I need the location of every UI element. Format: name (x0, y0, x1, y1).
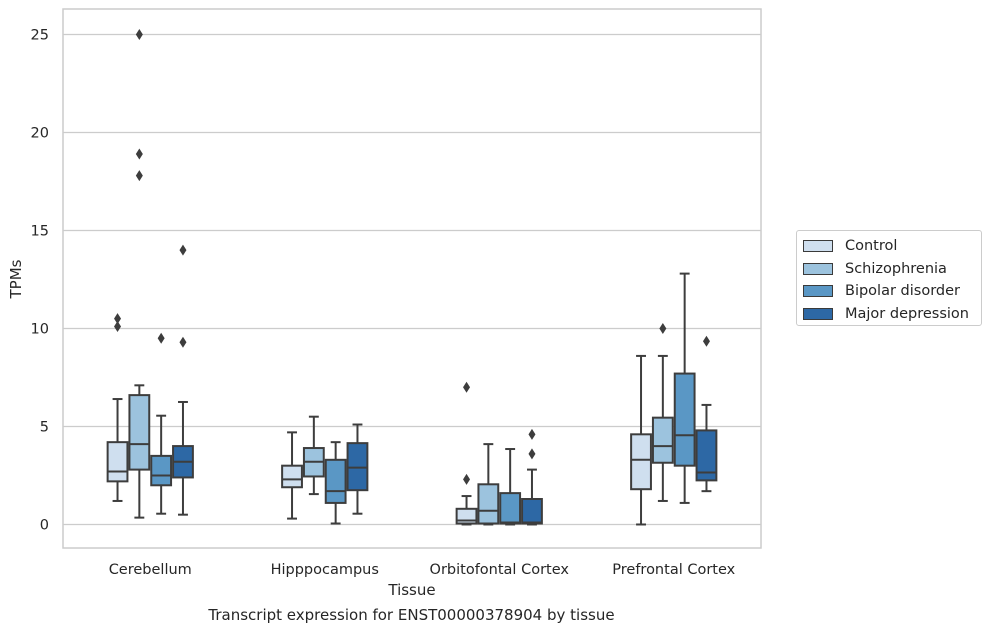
iqr-box (281, 464, 303, 489)
box-control (281, 431, 303, 520)
iqr-box (499, 492, 522, 525)
legend-label: Control (845, 238, 898, 255)
box-schizophrenia (302, 415, 325, 496)
legend: Control Schizophrenia Bipolar disorder M… (796, 230, 982, 326)
iqr-box (150, 454, 173, 487)
x-tick-labels: Cerebellum Hipppocampus Orbitofontal Corte… (109, 562, 736, 578)
outlier-point (463, 473, 471, 485)
iqr-box (521, 498, 543, 525)
y-tick-label: 10 (31, 321, 49, 337)
outlier-point (179, 336, 187, 348)
legend-item-bipolar-disorder: Bipolar disorder (803, 280, 981, 303)
y-tick-label: 5 (40, 419, 49, 435)
plot-frame (62, 8, 762, 549)
box-control (106, 313, 129, 502)
y-tick-labels: 0 5 10 15 20 25 (31, 27, 49, 533)
legend-label: Bipolar disorder (845, 283, 960, 300)
iqr-box (673, 372, 696, 467)
outlier-point (157, 332, 165, 344)
box-major-depression (521, 428, 543, 526)
outlier-point (135, 148, 143, 160)
iqr-box (651, 416, 674, 464)
box-groups (106, 28, 718, 526)
legend-item-schizophrenia: Schizophrenia (803, 258, 981, 281)
x-tick-label: Prefrontal Cortex (612, 562, 735, 578)
outlier-point (528, 448, 536, 460)
box-schizophrenia (477, 443, 500, 526)
box-schizophrenia (651, 322, 674, 502)
box-schizophrenia (128, 28, 151, 519)
legend-swatch (803, 262, 833, 275)
y-tick-label: 15 (31, 223, 49, 239)
legend-label: Schizophrenia (845, 260, 947, 277)
box-bipolar-disorder (324, 441, 347, 525)
chart-caption: Transcript expression for ENST0000037890… (208, 606, 615, 624)
outlier-point (135, 28, 143, 40)
y-tick-label: 25 (31, 27, 49, 43)
y-tick-label: 0 (40, 517, 49, 533)
legend-swatch (803, 307, 833, 320)
iqr-box (128, 394, 151, 471)
outlier-point (114, 321, 122, 333)
iqr-box (106, 441, 129, 483)
box-control (455, 381, 478, 526)
iqr-box (630, 433, 652, 491)
y-axis-label: TPMs (7, 259, 25, 299)
outlier-point (135, 170, 143, 182)
box-major-depression (172, 244, 194, 516)
box-bipolar-disorder (150, 332, 173, 515)
x-tick-label: Orbitofontal Cortex (430, 562, 570, 578)
legend-item-control: Control (803, 235, 981, 258)
outlier-point (114, 313, 122, 325)
outlier-point (528, 428, 536, 440)
box-bipolar-disorder (673, 272, 696, 504)
legend-swatch (803, 240, 833, 253)
iqr-box (324, 458, 347, 504)
box-major-depression (346, 423, 369, 515)
legend-label: Major depression (845, 305, 969, 322)
box-bipolar-disorder (499, 448, 522, 526)
outlier-point (702, 335, 710, 347)
box-major-depression (695, 335, 718, 493)
legend-item-major-depression: Major depression (803, 303, 981, 326)
outlier-point (179, 244, 187, 256)
y-tick-label: 20 (31, 125, 49, 141)
x-tick-label: Hipppocampus (271, 562, 379, 578)
x-axis-label: Tissue (387, 581, 435, 599)
box-control (630, 354, 652, 526)
x-tick-label: Cerebellum (109, 562, 192, 578)
legend-swatch (803, 285, 833, 298)
outlier-point (463, 381, 471, 393)
outlier-point (659, 322, 667, 334)
iqr-box (695, 429, 718, 482)
iqr-box (477, 483, 500, 525)
